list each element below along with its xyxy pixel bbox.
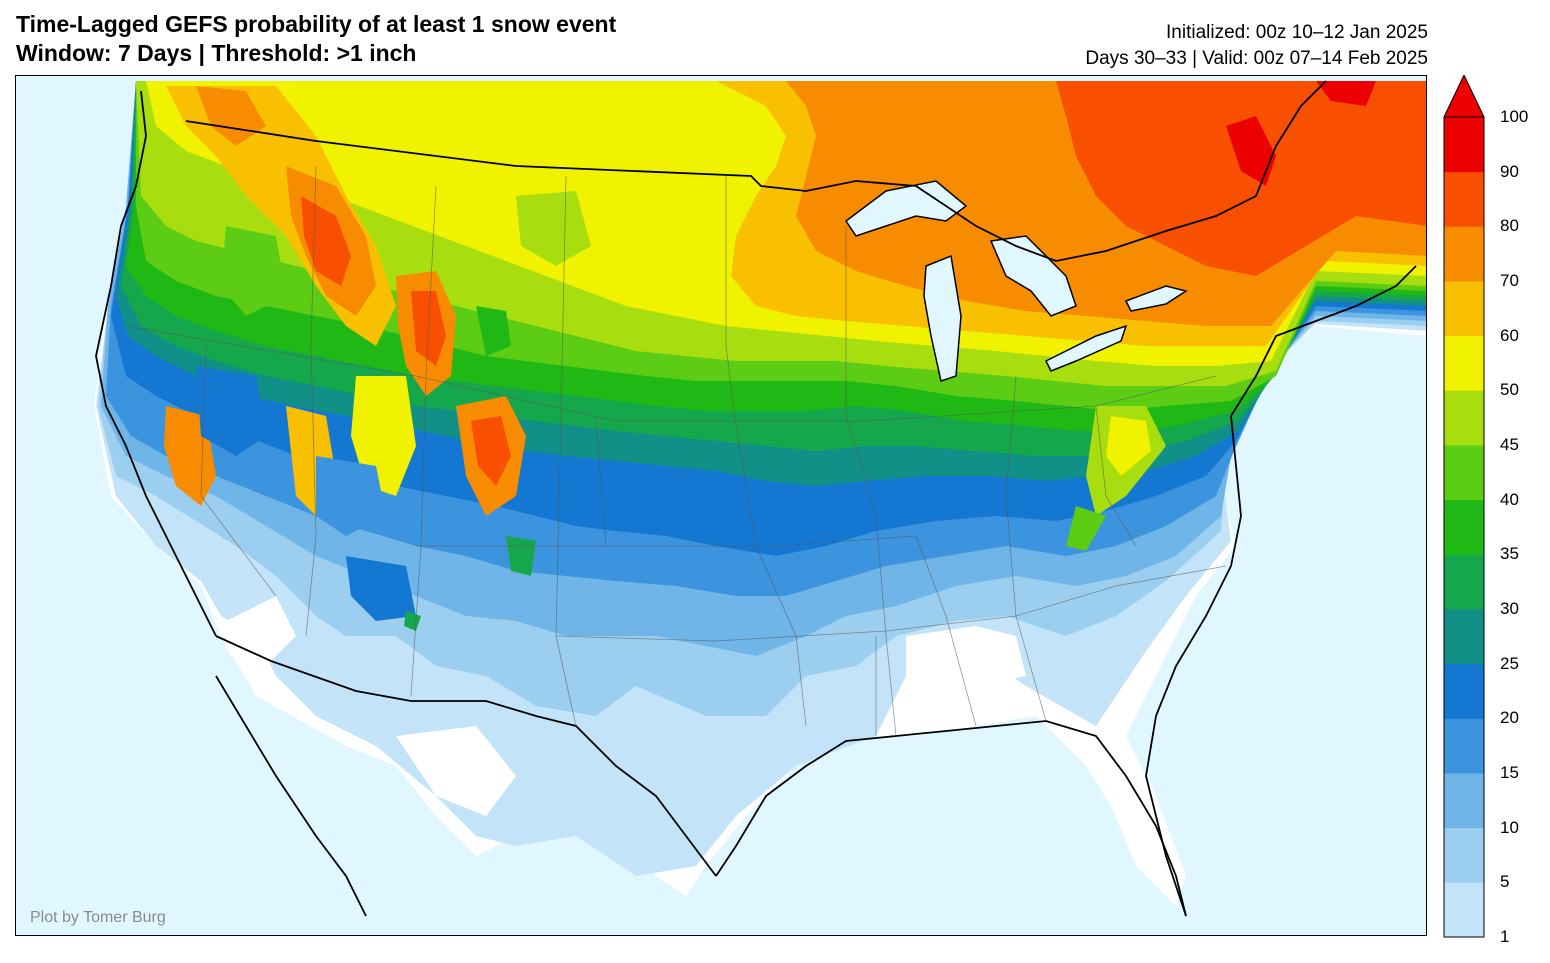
lake-huron (989, 235, 1077, 317)
valid-label: Days 30–33 | Valid: 00z 07–14 Feb 2025 (1085, 48, 1428, 69)
colorbar-tick-label: 15 (1500, 763, 1519, 782)
lake-superior (844, 180, 968, 237)
colorbar-tick-label: 20 (1500, 708, 1519, 728)
colorbar-segment (1444, 117, 1484, 173)
colorbar-segment (1444, 882, 1484, 938)
baja-peninsula (215, 675, 367, 917)
colorbar-segment (1444, 663, 1484, 719)
colorbar-segment (1444, 445, 1484, 501)
colorbar-tick-label: 60 (1500, 325, 1519, 345)
colorbar-segment (1444, 609, 1484, 665)
state-lines (125, 165, 1227, 737)
colorbar-segment (1444, 554, 1484, 610)
east-coast (1145, 265, 1417, 917)
colorbar-segment (1444, 718, 1484, 774)
colorbar-tick-label: 100 (1500, 107, 1529, 126)
colorbar-tick-label: 35 (1500, 544, 1519, 564)
colorbar-segment (1444, 171, 1484, 227)
colorbar-tick-label: 40 (1500, 489, 1519, 509)
colorbar-segment (1444, 226, 1484, 282)
snow-probability-map: Plot by Tomer Burg (15, 75, 1427, 936)
colorbar-tick-label: 30 (1500, 599, 1519, 618)
forecast-metadata: Initialized: 00z 10–12 Jan 2025 Days 30–… (1085, 20, 1428, 72)
colorbar-extend-arrow (1443, 75, 1485, 118)
colorbar-tick-label: 25 (1500, 653, 1519, 673)
colorbar-tick-label: 45 (1500, 435, 1519, 454)
colorbar-segment (1444, 390, 1484, 446)
colorbar-tick-label: 1 (1500, 927, 1510, 946)
colorbar-tick-label: 80 (1500, 216, 1519, 236)
initialized-label: Initialized: 00z 10–12 Jan 2025 (1166, 22, 1428, 43)
boundaries (95, 80, 1417, 917)
colorbar-segment (1444, 827, 1484, 883)
title-line-1: Time-Lagged GEFS probability of at least… (16, 11, 617, 37)
us-mexico-border (215, 635, 717, 877)
lake-michigan (923, 254, 962, 382)
colorbar-tick-label: 90 (1500, 161, 1519, 181)
lake-erie (1044, 324, 1128, 372)
title-line-2: Window: 7 Days | Threshold: >1 inch (16, 40, 417, 66)
colorbar-tick-label: 5 (1500, 872, 1510, 892)
us-canada-border (185, 80, 1327, 262)
map-canvas (94, 80, 1426, 917)
colorbar-segment (1444, 773, 1484, 829)
colorbar-segment (1444, 335, 1484, 391)
west-coast (95, 90, 217, 637)
colorbar-tick-label: 50 (1500, 380, 1519, 400)
colorbar-segment (1444, 281, 1484, 337)
colorbar-tick-label: 70 (1500, 271, 1519, 290)
colorbar (1443, 75, 1485, 938)
great-lakes (844, 180, 1188, 382)
probability-field (94, 81, 1426, 906)
colorbar-segment (1444, 499, 1484, 555)
plot-credit: Plot by Tomer Burg (30, 909, 166, 926)
map-title: Time-Lagged GEFS probability of at least… (16, 10, 616, 68)
lake-ontario (1124, 285, 1188, 312)
gulf-coast (715, 720, 1187, 917)
colorbar-tick-label: 10 (1500, 817, 1519, 837)
